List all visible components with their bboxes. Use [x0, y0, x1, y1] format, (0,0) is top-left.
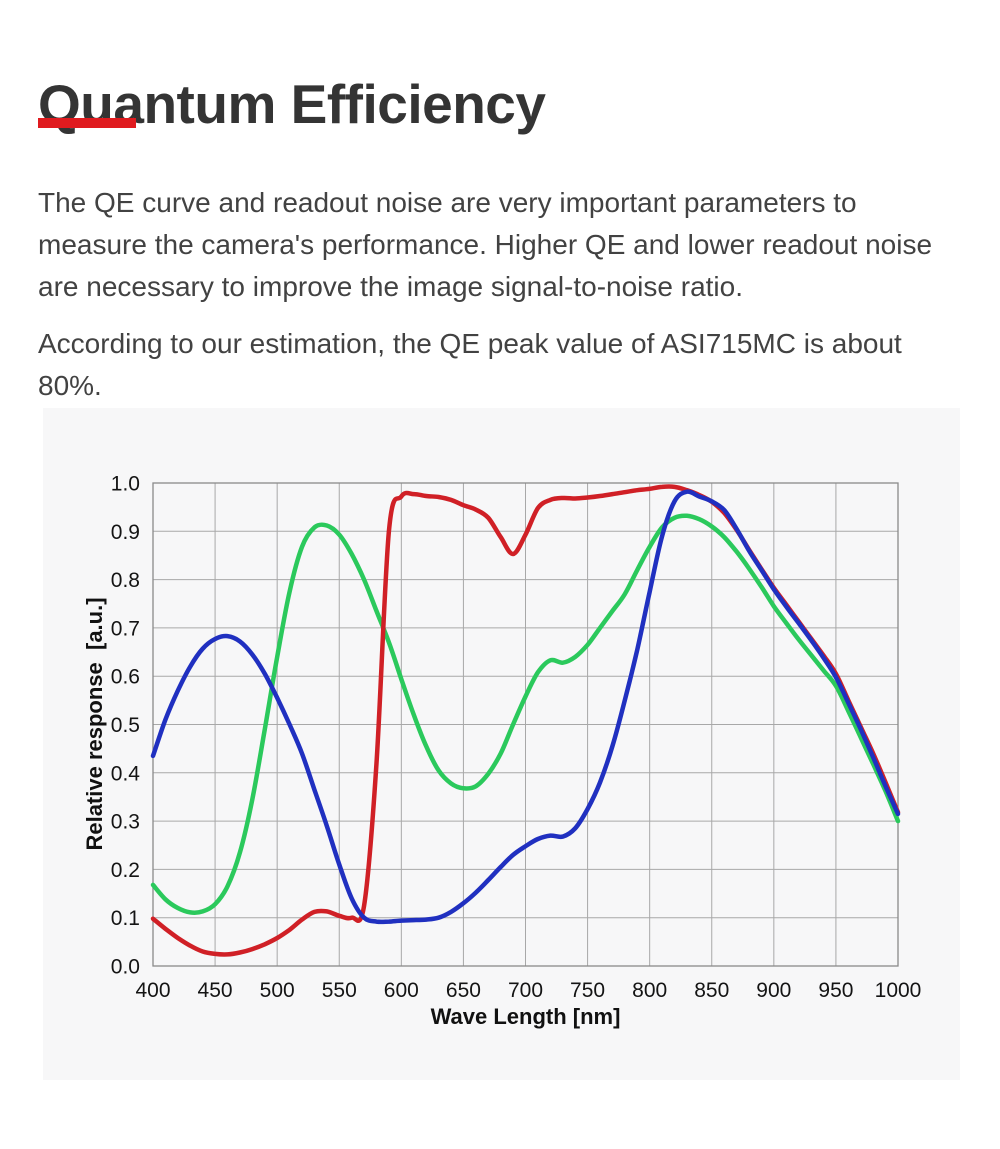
- svg-text:700: 700: [508, 979, 543, 1002]
- svg-text:500: 500: [260, 979, 295, 1002]
- svg-text:0.1: 0.1: [111, 907, 140, 930]
- svg-text:1000: 1000: [875, 979, 922, 1002]
- svg-text:900: 900: [756, 979, 791, 1002]
- svg-text:0.5: 0.5: [111, 714, 140, 737]
- qe-chart-svg: 400 450 500 550 600 650 700 750 800 850 900 950 1000…: [111, 473, 922, 1003]
- svg-text:950: 950: [818, 979, 853, 1002]
- svg-text:750: 750: [570, 979, 605, 1002]
- svg-text:0.3: 0.3: [111, 811, 140, 834]
- x-axis-label: Wave Length [nm]: [430, 1004, 621, 1029]
- title-underline-accent: [38, 118, 136, 128]
- svg-text:0.4: 0.4: [111, 762, 141, 785]
- svg-text:450: 450: [198, 979, 233, 1002]
- svg-text:550: 550: [322, 979, 357, 1002]
- svg-text:0.7: 0.7: [111, 617, 140, 640]
- intro-paragraph: The QE curve and readout noise are very …: [38, 187, 933, 302]
- y-axis-label: Relative response [a.u.]: [82, 597, 107, 851]
- svg-text:0.6: 0.6: [111, 666, 140, 689]
- svg-text:0.0: 0.0: [111, 956, 140, 979]
- svg-text:650: 650: [446, 979, 481, 1002]
- svg-text:400: 400: [135, 979, 170, 1002]
- svg-text:1.0: 1.0: [111, 473, 140, 496]
- estimation-paragraph: According to our estimation, the QE peak…: [38, 328, 902, 401]
- qe-chart-card: 400 450 500 550 600 650 700 750 800 850 900 950 1000…: [43, 408, 960, 1080]
- svg-text:800: 800: [632, 979, 667, 1002]
- svg-text:0.9: 0.9: [111, 521, 140, 544]
- svg-text:0.2: 0.2: [111, 859, 140, 882]
- svg-text:0.8: 0.8: [111, 569, 140, 592]
- svg-text:850: 850: [694, 979, 729, 1002]
- svg-text:600: 600: [384, 979, 419, 1002]
